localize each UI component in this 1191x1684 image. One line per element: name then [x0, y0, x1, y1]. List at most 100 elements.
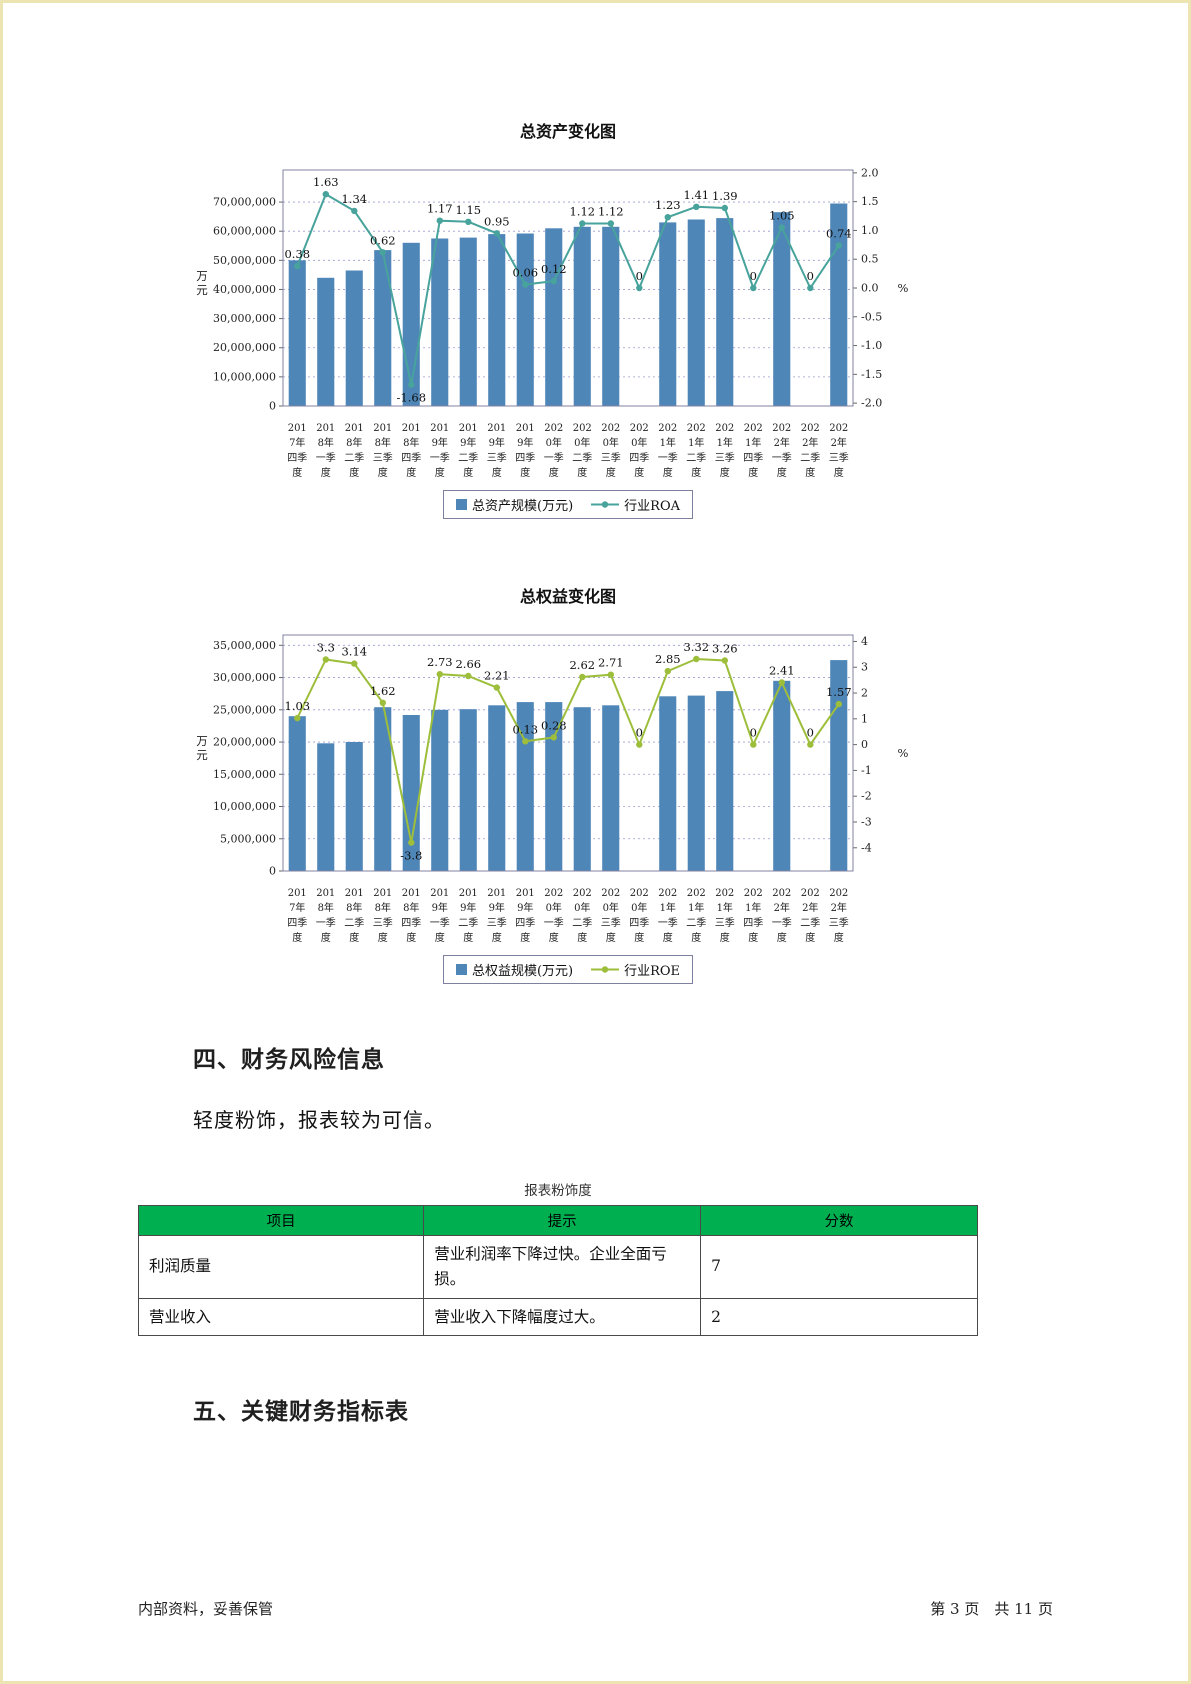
- point-label: 0: [807, 269, 814, 283]
- right-tick-label: 1: [861, 712, 868, 725]
- line-point: [322, 656, 329, 663]
- bar: [431, 709, 449, 871]
- hint-cell: 营业利润率下降过快。企业全面亏损。: [423, 1235, 702, 1299]
- line-point: [379, 699, 386, 706]
- bar: [374, 250, 392, 406]
- point-label: 0.28: [541, 718, 567, 732]
- point-label: 1.63: [313, 175, 339, 189]
- bar: [659, 222, 677, 406]
- section-heading-key-indicators: 五、关键财务指标表: [193, 1398, 409, 1425]
- left-tick-label: 35,000,000: [213, 639, 276, 652]
- line-point: [693, 655, 700, 663]
- line-point: [664, 214, 671, 221]
- right-tick-label: 2: [861, 687, 868, 700]
- line-point: [579, 673, 586, 681]
- point-label: 3.32: [683, 640, 709, 654]
- score-cell: 2: [700, 1297, 978, 1337]
- bar: [716, 691, 734, 871]
- x-axis-label: 2021年二季度: [686, 423, 707, 479]
- point-label: 1.34: [341, 192, 367, 206]
- point-label: 0: [636, 269, 643, 283]
- total-equity-plot: 0 5,000,000 10,000,000 15,000,000 20,000,000…: [196, 634, 909, 878]
- x-axis-label: 2017年四季度: [287, 888, 308, 944]
- right-tick-label: 4: [861, 635, 868, 648]
- legend-item-line: 行业ROE: [591, 960, 680, 979]
- point-label: 2.71: [598, 656, 624, 670]
- bar: [288, 260, 306, 406]
- left-tick-label: 25,000,000: [213, 703, 276, 716]
- right-tick-label: 3: [861, 661, 868, 674]
- x-axis-labels: 2017年四季度 2018年一季度 2018年二季度 2018年三季度 2018年四季度…: [283, 886, 853, 946]
- line-point: [550, 734, 557, 741]
- footer-page-number: 第 3 页 共 11 页: [930, 1600, 1053, 1618]
- bar: [830, 660, 848, 871]
- point-label: 0.38: [284, 247, 310, 261]
- line-point: [835, 242, 842, 249]
- point-label: 0.13: [512, 722, 538, 736]
- line-point: [522, 738, 529, 745]
- bar: [459, 237, 477, 406]
- point-label: 0.95: [484, 214, 510, 228]
- x-axis-label: 2020年三季度: [600, 888, 621, 944]
- hint-cell: 营业收入下降幅度过大。: [423, 1297, 702, 1337]
- line-point: [636, 741, 643, 748]
- x-axis-label: 2018年三季度: [372, 423, 393, 479]
- x-axis-label: 2018年一季度: [315, 888, 336, 944]
- x-axis-label: 2020年三季度: [600, 423, 621, 479]
- right-tick-label: -4: [861, 841, 872, 854]
- line-point: [522, 281, 529, 288]
- line-point: [778, 224, 785, 231]
- point-label: 1.03: [284, 699, 310, 713]
- line-marker-icon: [591, 501, 620, 508]
- bar: [345, 270, 363, 406]
- chart-legend: 总权益规模(万元) 行业ROE: [188, 955, 948, 984]
- right-tick-label: -1.0: [861, 339, 882, 352]
- x-axis-label: 2018年四季度: [401, 888, 422, 944]
- line-point: [408, 839, 415, 846]
- line-point: [351, 660, 358, 667]
- x-axis-label: 2020年四季度: [629, 888, 650, 944]
- bar: [602, 226, 620, 406]
- left-tick-label: 5,000,000: [220, 832, 276, 845]
- bar: [488, 705, 506, 871]
- bar: [317, 743, 335, 871]
- x-axis-label: 2021年一季度: [657, 888, 678, 944]
- point-label: 2.41: [769, 664, 795, 678]
- x-axis-label: 2018年三季度: [372, 888, 393, 944]
- legend-item-bar: 总资产规模(万元): [456, 495, 573, 514]
- dressing-score-table: 项目 提示 分数 利润质量 营业利润率下降过快。企业全面亏损。 7 营业收入 营…: [137, 1205, 978, 1337]
- col-header-score: 分数: [700, 1205, 978, 1236]
- x-axis-label: 2017年四季度: [287, 423, 308, 479]
- line-point: [465, 672, 472, 680]
- score-cell: 7: [700, 1235, 978, 1299]
- line-point: [807, 284, 814, 292]
- line-point: [693, 203, 700, 210]
- total-equity-chart: 总权益变化图 0 5,000,000 10,000,000 15,000,000 20,…: [188, 583, 948, 984]
- point-label: 0.74: [826, 226, 852, 240]
- line-point: [493, 230, 500, 237]
- x-axis-label: 2018年一季度: [315, 423, 336, 479]
- x-axis-label: 2020年一季度: [543, 888, 564, 944]
- point-label: 0: [750, 269, 757, 283]
- legend-item-bar: 总权益规模(万元): [455, 960, 573, 979]
- left-tick-label: 50,000,000: [213, 254, 276, 267]
- risk-summary-text: 轻度粉饰，报表较为可信。: [193, 1108, 445, 1132]
- x-axis-label: 2021年四季度: [743, 888, 764, 944]
- bar: [773, 680, 791, 871]
- x-axis-label: 2021年一季度: [657, 423, 678, 479]
- point-label: 2.73: [427, 655, 453, 669]
- right-tick-label: -0.5: [861, 310, 882, 323]
- line-point: [493, 684, 500, 691]
- line-point: [408, 381, 415, 388]
- bar: [402, 715, 420, 871]
- left-tick-label: 60,000,000: [213, 225, 276, 238]
- point-label: 1.41: [683, 188, 709, 202]
- right-tick-label: -1.5: [861, 368, 882, 381]
- footer-confidential-note: 内部资料，妥善保管: [138, 1600, 274, 1618]
- x-axis-label: 2018年二季度: [344, 423, 365, 479]
- line-point: [664, 667, 671, 675]
- x-axis-label: 2022年三季度: [828, 423, 849, 479]
- total-assets-chart-title: 总资产变化图: [519, 122, 616, 141]
- point-label: 2.21: [484, 669, 510, 683]
- line-point: [607, 671, 614, 678]
